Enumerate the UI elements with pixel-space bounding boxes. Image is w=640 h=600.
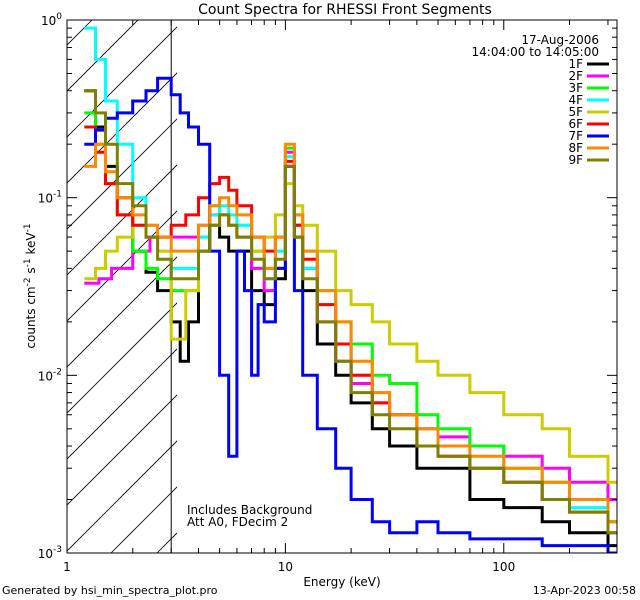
annotation-attenuator: Att A0, FDecim 2 (187, 515, 288, 529)
observation-time-range: 14:04:00 to 14:05:00 (472, 45, 599, 59)
y-axis-label: counts cm-2 s-1 keV-1 (23, 223, 38, 348)
y-tick-label: 10-3 (38, 545, 62, 561)
hatch-line (67, 210, 177, 322)
hatch-line (110, 486, 177, 553)
hatch-line (67, 118, 177, 230)
series-line-4F (84, 26, 617, 524)
legend-label-6F: 6F (568, 117, 583, 131)
annotation-background: Includes Background (187, 503, 312, 517)
timestamp-footer: 13-Apr-2023 00:58 (533, 584, 636, 597)
y-axis-label-part: keV (24, 232, 38, 259)
hatch-line (67, 394, 177, 506)
series-line-7F (84, 76, 617, 553)
y-axis-label-exponent: -1 (23, 223, 33, 232)
legend-label-7F: 7F (568, 129, 583, 143)
x-tick-labels: 1 10 100 (63, 560, 515, 574)
legend-label-5F: 5F (568, 105, 583, 119)
hatch-line (67, 20, 139, 92)
series-line-3F (84, 111, 617, 524)
legend-label-1F: 1F (568, 57, 583, 71)
y-tick-label: 100 (41, 12, 62, 28)
hatch-line (67, 26, 177, 138)
legend-label-3F: 3F (568, 81, 583, 95)
series-line-1F (84, 89, 617, 548)
generated-by-footer: Generated by hsi_min_spectra_plot.pro (2, 584, 218, 597)
x-axis-label: Energy (keV) (303, 575, 380, 589)
hatch-line (67, 348, 177, 460)
x-tick-label: 100 (492, 560, 515, 574)
hatch-line (67, 440, 177, 552)
hatch-line (67, 164, 177, 276)
y-axis-label-part: s (24, 267, 38, 277)
y-axis-label-exponent: -1 (23, 258, 33, 267)
y-tick-label: 10-1 (38, 190, 62, 206)
y-axis-label-part: counts cm (24, 286, 38, 348)
legend-label-2F: 2F (568, 69, 583, 83)
x-tick-label: 10 (278, 560, 293, 574)
observation-date: 17-Aug-2006 (521, 33, 599, 47)
legend-label-9F: 9F (568, 153, 583, 167)
series-line-9F (84, 89, 617, 535)
y-axis-label-exponent: -2 (23, 277, 33, 286)
chart-title: Count Spectra for RHESSI Front Segments (198, 2, 492, 18)
series-group (84, 26, 617, 553)
hatch-line (0, 0, 87, 553)
y-tick-labels: 100 10-1 10-2 10-3 (38, 12, 63, 561)
series-line-8F (84, 142, 617, 524)
legend-label-8F: 8F (568, 141, 583, 155)
hatch-line (67, 302, 177, 414)
hatch-line (67, 20, 93, 46)
excluded-energy-hatch (0, 0, 177, 553)
y-tick-label: 10-2 (38, 367, 62, 383)
legend-label-4F: 4F (568, 93, 583, 107)
plot-frame (66, 19, 618, 554)
axis-ticks (66, 19, 617, 554)
x-tick-label: 1 (63, 560, 71, 574)
